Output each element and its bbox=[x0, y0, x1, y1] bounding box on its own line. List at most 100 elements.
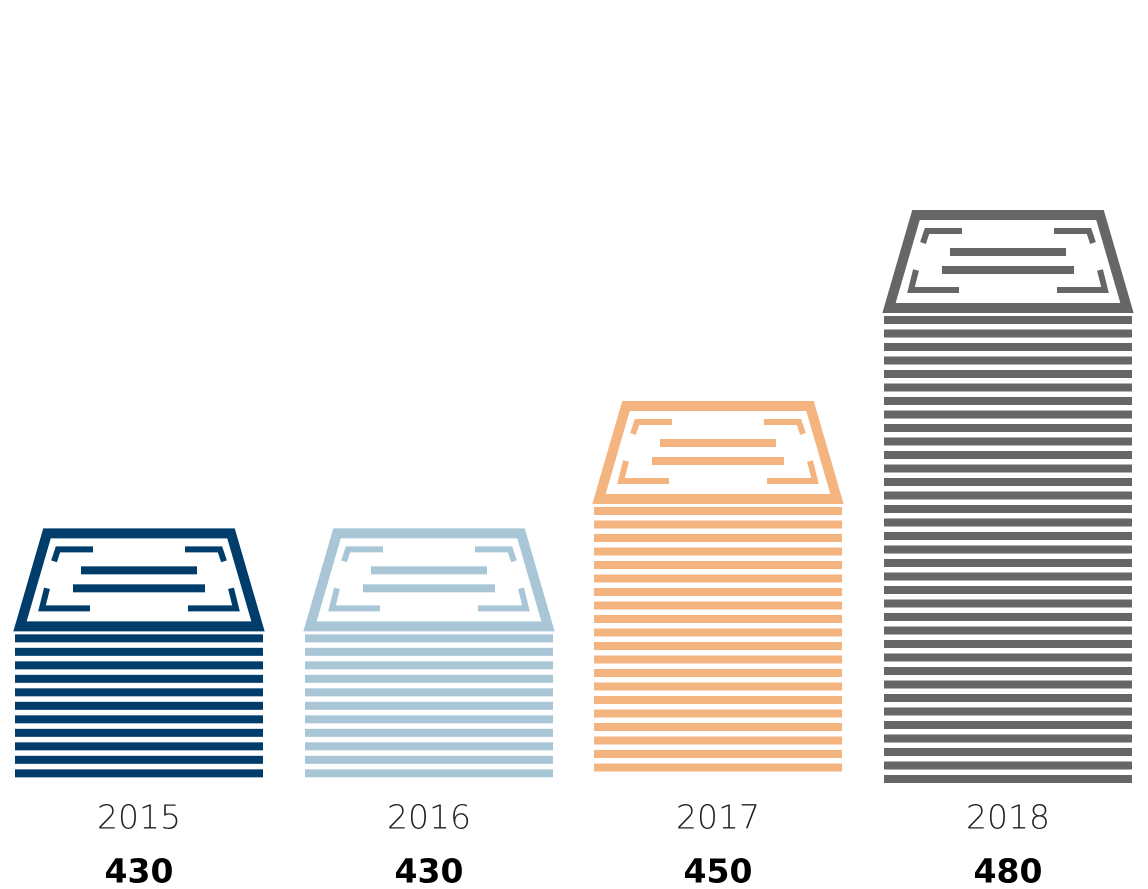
stack-sheet bbox=[15, 755, 263, 764]
stack-sheet bbox=[594, 669, 842, 677]
bracket bbox=[478, 587, 530, 612]
stack-sheet bbox=[884, 424, 1132, 432]
stack-sheet bbox=[884, 613, 1132, 621]
stack-sheet bbox=[594, 547, 842, 556]
stack-sheet bbox=[884, 505, 1132, 513]
stack-sheet bbox=[15, 715, 263, 724]
stack-sheet bbox=[884, 356, 1132, 365]
value-label: 430 bbox=[395, 852, 464, 889]
value-label: 450 bbox=[684, 852, 753, 889]
stack-sheet bbox=[884, 559, 1132, 567]
stack-sheet bbox=[305, 688, 553, 697]
bracket bbox=[328, 587, 380, 612]
stack-sheet bbox=[594, 736, 842, 745]
paper-line bbox=[942, 266, 1074, 274]
bracket bbox=[341, 546, 383, 563]
stack-sheet bbox=[305, 715, 553, 724]
stack-sheet bbox=[884, 451, 1132, 459]
stack-sheet bbox=[15, 688, 263, 697]
stack-sheet bbox=[884, 410, 1132, 419]
stack-sheet bbox=[594, 723, 842, 731]
stack-sheet bbox=[594, 534, 842, 542]
stack-sheet bbox=[594, 642, 842, 650]
x-tick-label: 2015 bbox=[97, 798, 181, 837]
paper-line bbox=[81, 566, 197, 575]
stack-sheet bbox=[305, 728, 553, 737]
paper-line bbox=[371, 566, 487, 575]
stack-sheet bbox=[15, 742, 263, 751]
stack-sheet bbox=[15, 701, 263, 710]
stack-sheet bbox=[884, 491, 1132, 500]
stack-sheet bbox=[305, 674, 553, 683]
stack-sheet bbox=[884, 626, 1132, 635]
stack-sheet bbox=[884, 680, 1132, 689]
stack-sheet bbox=[884, 586, 1132, 594]
x-tick-label: 2017 bbox=[676, 798, 760, 837]
stack-sheet bbox=[884, 545, 1132, 554]
x-tick-label: 2016 bbox=[387, 798, 471, 837]
stack-sheet bbox=[305, 661, 553, 670]
paper-line bbox=[363, 584, 495, 593]
bracket bbox=[38, 587, 90, 612]
bracket bbox=[475, 546, 517, 563]
bracket bbox=[920, 228, 962, 244]
value-label: 430 bbox=[105, 852, 174, 889]
stack-sheet bbox=[305, 769, 553, 778]
stack-sheet bbox=[884, 640, 1132, 648]
paper-outline bbox=[13, 528, 265, 632]
stack-sheet bbox=[884, 775, 1132, 783]
bracket bbox=[764, 419, 806, 435]
stack-sheet bbox=[594, 615, 842, 623]
paper-line bbox=[660, 439, 776, 447]
stack-sheet bbox=[884, 437, 1132, 446]
stack-sheet bbox=[884, 370, 1132, 378]
stack-sheet bbox=[884, 532, 1132, 540]
stack-sheet bbox=[884, 734, 1132, 743]
stack-sheet bbox=[594, 588, 842, 596]
stack-sheet bbox=[15, 728, 263, 737]
stack-sheet bbox=[884, 316, 1132, 324]
stack-sheet bbox=[884, 694, 1132, 702]
stack-sheet bbox=[884, 707, 1132, 716]
stack-sheet bbox=[594, 601, 842, 610]
stack-sheet bbox=[884, 721, 1132, 729]
bracket bbox=[767, 460, 819, 484]
stack bbox=[592, 401, 844, 772]
stack-sheet bbox=[884, 464, 1132, 473]
stack-sheet bbox=[884, 343, 1132, 351]
stack-sheet bbox=[884, 518, 1132, 527]
bracket bbox=[188, 587, 240, 612]
stack-sheet bbox=[15, 769, 263, 778]
paper-outline bbox=[303, 528, 555, 632]
paper-line bbox=[950, 248, 1066, 256]
stack-sheet bbox=[884, 748, 1132, 756]
stack bbox=[13, 528, 265, 778]
stack-sheet bbox=[305, 755, 553, 764]
stack-sheet bbox=[305, 742, 553, 751]
stack-sheet bbox=[15, 661, 263, 670]
stack-sheet bbox=[594, 655, 842, 664]
stack bbox=[303, 528, 555, 778]
paper-outline bbox=[592, 401, 844, 504]
stack-sheet bbox=[305, 701, 553, 710]
stack-sheet bbox=[884, 383, 1132, 392]
stack-sheet bbox=[594, 507, 842, 515]
stack-sheet bbox=[594, 628, 842, 637]
bracket bbox=[51, 546, 93, 563]
stack-sheet bbox=[594, 696, 842, 704]
stack-sheet bbox=[594, 709, 842, 718]
paper-outline bbox=[882, 210, 1134, 313]
bracket bbox=[1057, 269, 1109, 293]
bracket bbox=[907, 269, 959, 293]
stack-sheet bbox=[15, 647, 263, 656]
stack-sheet bbox=[884, 572, 1132, 581]
bracket bbox=[185, 546, 227, 563]
bracket bbox=[1054, 228, 1096, 244]
stack-sheet bbox=[305, 647, 553, 656]
stack-sheet bbox=[884, 761, 1132, 770]
x-tick-label: 2018 bbox=[966, 798, 1050, 837]
stack bbox=[882, 210, 1134, 783]
value-label: 480 bbox=[974, 852, 1043, 889]
stack-sheet bbox=[594, 574, 842, 583]
